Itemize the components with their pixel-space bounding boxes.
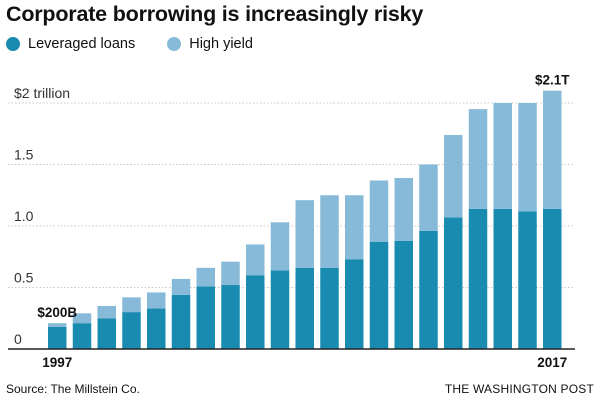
- legend: Leveraged loans High yield: [6, 36, 285, 52]
- bar-high-yield: [196, 267, 215, 287]
- bar-leveraged-loans: [295, 267, 314, 349]
- bar-leveraged-loans: [122, 312, 141, 349]
- bar-leveraged-loans: [419, 230, 438, 349]
- legend-swatch-high-yield: [167, 37, 182, 51]
- bar-leveraged-loans: [320, 267, 339, 349]
- source-note: Source: The Millstein Co.: [6, 382, 140, 396]
- legend-swatch-leveraged-loans: [6, 37, 20, 51]
- bar-high-yield: [147, 292, 166, 309]
- bar-high-yield: [97, 305, 116, 319]
- x-tick-label: 1997: [42, 355, 72, 370]
- bar-high-yield: [221, 261, 240, 286]
- bar-leveraged-loans: [72, 323, 92, 349]
- y-tick-label: 1.5: [14, 147, 34, 163]
- bar-leveraged-loans: [196, 286, 215, 349]
- bar-high-yield: [493, 103, 512, 209]
- bar-annotation: $2.1T: [535, 73, 570, 88]
- bar-high-yield: [320, 195, 339, 268]
- bar-leveraged-loans: [444, 217, 463, 349]
- bar-high-yield: [419, 164, 438, 231]
- legend-label-leveraged-loans: Leveraged loans: [28, 36, 136, 52]
- bar-leveraged-loans: [246, 275, 265, 349]
- legend-item-high-yield: High yield: [167, 36, 253, 52]
- bar-leveraged-loans: [493, 208, 512, 349]
- bar-leveraged-loans: [171, 294, 191, 349]
- bar-leveraged-loans: [97, 318, 116, 349]
- legend-item-leveraged-loans: Leveraged loans: [6, 36, 135, 52]
- bar-high-yield: [122, 297, 141, 313]
- y-tick-label: 1.0: [14, 208, 34, 224]
- bar-annotation: $200B: [37, 305, 77, 320]
- legend-label-high-yield: High yield: [189, 36, 253, 52]
- bar-leveraged-loans: [345, 259, 364, 349]
- bar-leveraged-loans: [221, 285, 240, 349]
- bar-high-yield: [468, 109, 488, 209]
- bar-leveraged-loans: [543, 208, 562, 349]
- bar-high-yield: [171, 278, 191, 295]
- y-tick-label: 0: [14, 331, 22, 347]
- bar-high-yield: [394, 178, 413, 241]
- bar-high-yield: [270, 222, 290, 271]
- chart-title: Corporate borrowing is increasingly risk…: [6, 2, 424, 26]
- bar-high-yield: [246, 244, 265, 276]
- bar-high-yield: [48, 323, 67, 327]
- bar-high-yield: [72, 313, 92, 324]
- bar-leveraged-loans: [369, 241, 389, 349]
- bar-leveraged-loans: [468, 208, 488, 349]
- bar-high-yield: [518, 103, 537, 212]
- bar-high-yield: [444, 134, 463, 218]
- publisher-credit: THE WASHINGTON POST: [444, 382, 594, 396]
- bar-leveraged-loans: [394, 240, 413, 349]
- bar-leveraged-loans: [147, 308, 166, 349]
- bar-leveraged-loans: [518, 211, 537, 349]
- bar-leveraged-loans: [48, 326, 67, 349]
- stacked-bar-chart: 0 0.5 1.0 1.5 $2 trillion $200B $2.1T 1997 2017: [8, 73, 575, 370]
- bar-high-yield: [543, 90, 562, 209]
- bar-leveraged-loans: [270, 270, 290, 349]
- bar-high-yield: [369, 180, 389, 242]
- y-tick-label: $2 trillion: [14, 85, 70, 101]
- x-tick-label: 2017: [537, 355, 567, 370]
- bar-high-yield: [345, 195, 364, 260]
- y-tick-label: 0.5: [14, 270, 34, 286]
- bar-high-yield: [295, 200, 314, 268]
